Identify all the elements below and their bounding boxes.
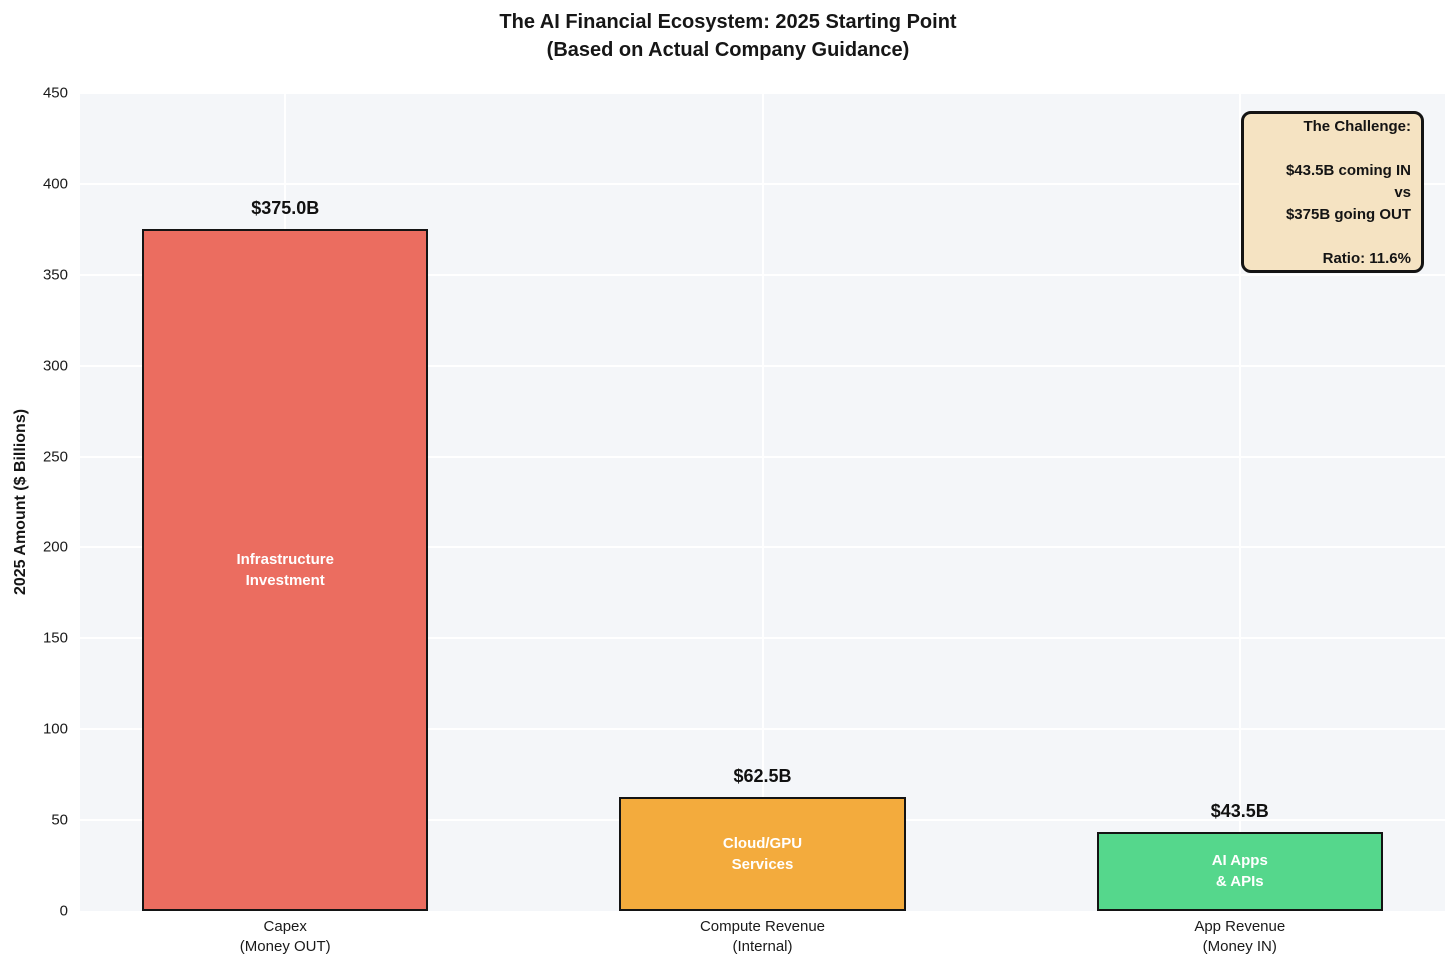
bar-value-label: $62.5B — [733, 766, 792, 787]
y-tick-label: 400 — [42, 175, 68, 193]
bar-value-label: $375.0B — [251, 198, 320, 219]
bar-inner-label: Infrastructure Investment — [236, 551, 334, 590]
y-tick-label: 50 — [51, 811, 68, 829]
v-gridline — [1238, 93, 1241, 911]
y-axis-label: 2025 Amount ($ Billions) — [12, 408, 29, 596]
plot-area: Infrastructure Investment $375.0B Cloud/GP… — [80, 92, 1445, 911]
bar-inner-label: AI Apps & APIs — [1211, 852, 1268, 891]
bar-1: Infrastructure Investment — [142, 229, 429, 911]
x-tick-label: App Revenue (Money IN) — [1194, 918, 1286, 955]
chart-title: The AI Financial Ecosystem: 2025 Startin… — [499, 11, 957, 61]
x-tick-label: Compute Revenue (Internal) — [699, 918, 826, 955]
annotation-box: The Challenge: $43.5B coming IN vs $375B… — [1241, 111, 1424, 273]
y-tick-label: 100 — [42, 720, 68, 738]
y-tick-label: 150 — [42, 629, 68, 647]
bar-2: Cloud/GPU Services — [619, 797, 906, 911]
y-tick-label: 0 — [59, 902, 68, 920]
y-tick-label: 200 — [42, 538, 68, 556]
y-tick-label: 450 — [42, 84, 68, 102]
y-tick-label: 300 — [42, 357, 68, 375]
y-tick-label: 250 — [42, 448, 68, 466]
bar-inner-label: Cloud/GPU Services — [722, 835, 803, 874]
bar-3: AI Apps & APIs — [1096, 831, 1383, 911]
y-tick-label: 350 — [42, 266, 68, 284]
v-gridline — [761, 93, 764, 911]
x-tick-label: Capex (Money OUT) — [239, 918, 331, 955]
bar-value-label: $43.5B — [1210, 800, 1269, 821]
